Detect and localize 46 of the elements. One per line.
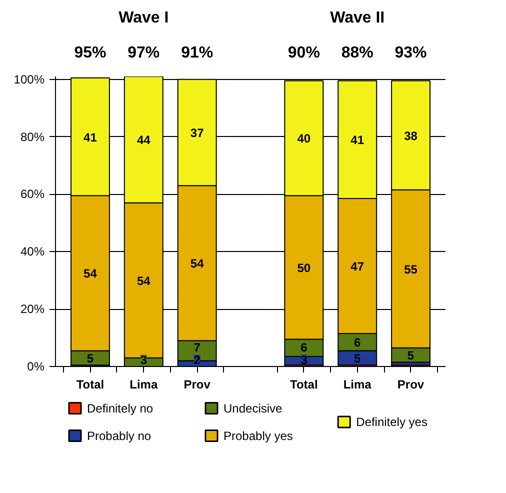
- text: 95%: [74, 44, 106, 62]
- data-label: 37: [190, 126, 204, 140]
- text: 93%: [394, 44, 427, 62]
- text: Wave II: [330, 10, 385, 26]
- data-label: 40: [297, 132, 311, 146]
- data-label: 38: [404, 128, 418, 143]
- data-label: 6: [354, 336, 362, 350]
- data-label: 5: [86, 351, 94, 366]
- legend-label: Probably no: [87, 428, 152, 443]
- text: 90%: [288, 44, 320, 62]
- legend-label: Definitely yes: [356, 415, 428, 429]
- data-label: 47: [350, 260, 364, 274]
- legend-label: Definitely no: [87, 401, 154, 416]
- y-tick-label: 80%: [20, 130, 45, 144]
- data-label: 41: [350, 133, 364, 148]
- x-tick-label: Lima: [343, 378, 372, 392]
- y-tick-label: 20%: [20, 302, 45, 316]
- x-tick-label: Lima: [130, 378, 158, 392]
- y-tick-label: 100%: [14, 72, 45, 86]
- y-tick-label: 40%: [20, 244, 45, 259]
- data-label: 7: [194, 340, 201, 355]
- data-label: 41: [84, 130, 98, 144]
- legend-label: Undecisive: [224, 401, 283, 416]
- data-label: 5: [407, 348, 414, 363]
- data-label: 44: [136, 133, 151, 148]
- text: 91%: [181, 44, 214, 62]
- text: 88%: [341, 44, 374, 62]
- text: Wave I: [118, 10, 169, 26]
- data-label: 54: [136, 274, 151, 288]
- data-label: 2: [194, 352, 201, 367]
- data-label: 6: [300, 340, 308, 355]
- x-tick-label: Total: [76, 378, 104, 392]
- y-tick-label: 0%: [27, 360, 45, 374]
- x-tick-label: Prov: [397, 378, 424, 392]
- x-tick-label: Total: [290, 378, 318, 392]
- data-label: 55: [404, 262, 418, 276]
- data-label: 5: [354, 351, 362, 366]
- data-label: 3: [300, 352, 308, 367]
- data-label: 54: [190, 256, 204, 271]
- x-tick-label: Prov: [184, 378, 211, 392]
- data-label: 50: [297, 260, 311, 275]
- data-label: 54: [84, 266, 98, 281]
- text: 97%: [128, 44, 160, 62]
- y-tick-label: 60%: [20, 187, 45, 202]
- legend-label: Probably yes: [224, 428, 293, 443]
- data-label: 3: [140, 352, 148, 367]
